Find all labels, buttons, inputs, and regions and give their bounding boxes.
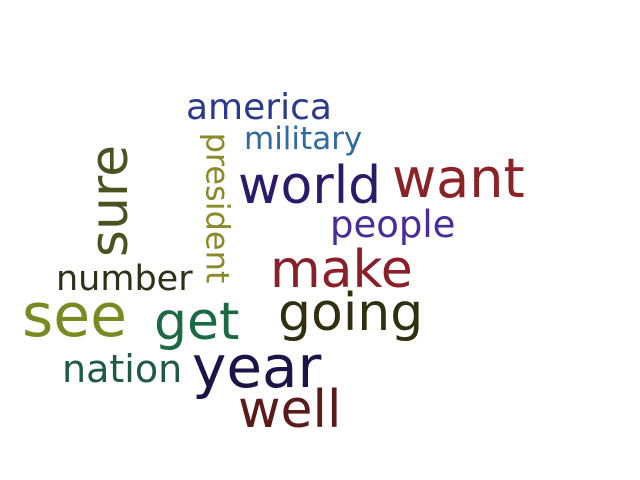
word-america: america xyxy=(186,87,332,128)
word-military: military xyxy=(244,121,363,157)
word-make: make xyxy=(270,240,413,300)
word-number: number xyxy=(56,259,193,299)
word-people: people xyxy=(330,203,456,246)
word-world: world xyxy=(238,156,382,216)
word-sure: sure xyxy=(80,144,141,258)
word-see: see xyxy=(22,281,128,351)
word-well: well xyxy=(238,380,342,440)
word-president: president xyxy=(198,132,237,284)
word-going: going xyxy=(278,283,424,343)
word-year: year xyxy=(192,333,322,401)
word-get: get xyxy=(154,292,240,352)
word-nation: nation xyxy=(62,347,183,391)
word-want: want xyxy=(392,147,525,210)
